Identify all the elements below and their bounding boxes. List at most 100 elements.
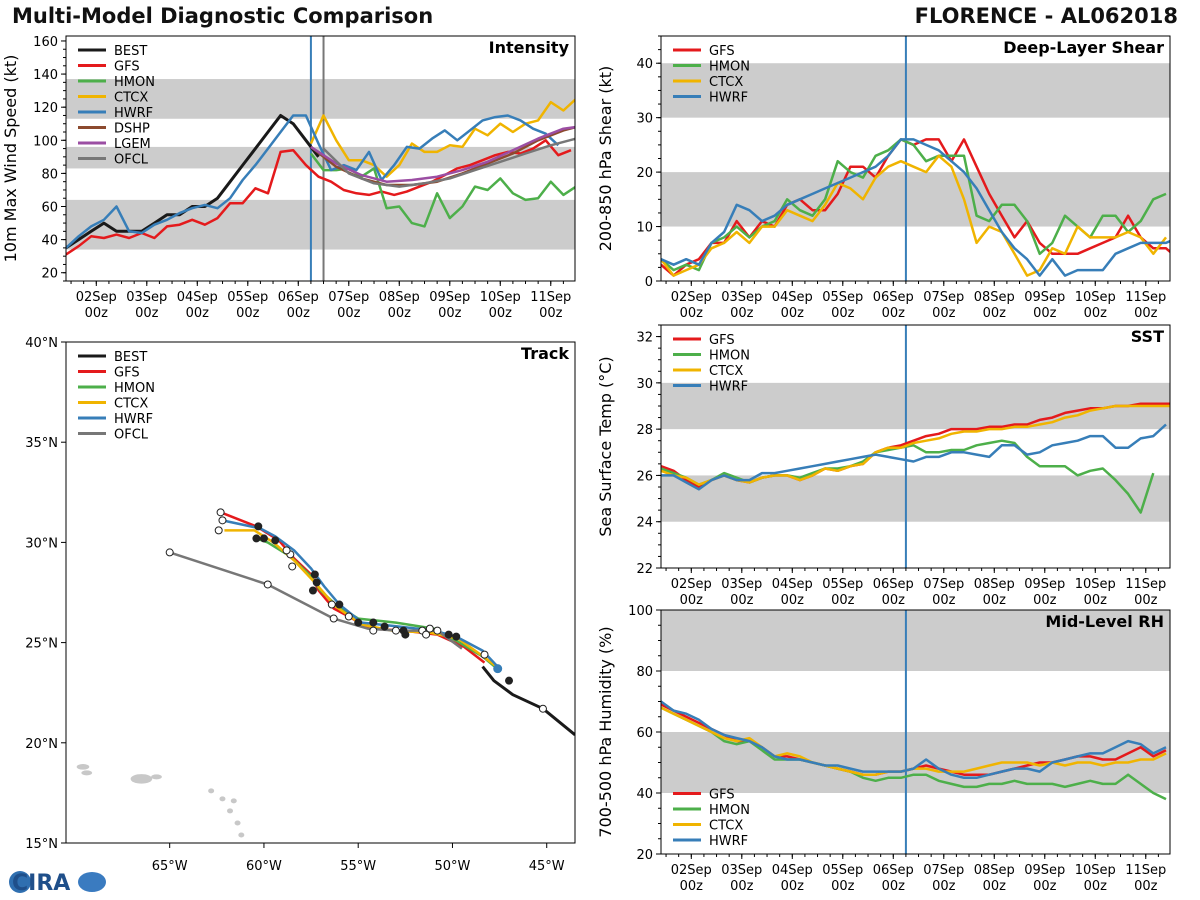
plot-area (661, 325, 1170, 568)
x-tick-label: 09Sep (1024, 863, 1065, 878)
y-axis-label: 200-850 hPa Shear (kt) (596, 66, 615, 252)
track-position-dot (271, 536, 280, 545)
legend-label-hwrf: HWRF (709, 834, 748, 849)
island-shape (151, 774, 162, 780)
track-position-dot (422, 630, 431, 639)
legend-label-lgem: LGEM (114, 137, 151, 152)
series-ctcx-line (661, 154, 1167, 277)
x-tick-label: 00z (983, 306, 1007, 321)
y-tick-label: 100 (33, 134, 58, 149)
series-hmon-line (661, 706, 1167, 801)
y-axis-label: 700-500 hPa Humidity (%) (596, 626, 615, 837)
main-title: Multi-Model Diagnostic Comparison (12, 4, 434, 28)
track-position-dot (263, 580, 272, 589)
x-tick-label: 00z (1033, 593, 1057, 608)
x-tick-label: 08Sep (974, 290, 1015, 305)
track-position-dot (433, 626, 442, 635)
legend-label-hwrf: HWRF (114, 106, 153, 121)
plot-area (661, 610, 1170, 854)
island-shape (76, 764, 90, 770)
track-position-dot (329, 614, 338, 623)
storm-title: FLORENCE - AL062018 (914, 4, 1178, 28)
x-tick-label: 09Sep (429, 290, 470, 305)
island-shape (234, 820, 241, 826)
legend-label-ctcx: CTCX (709, 819, 743, 834)
y-tick-label: 40 (636, 787, 653, 802)
x-tick-label: 02Sep (76, 290, 117, 305)
panel-sst: 22242628303202Sep00z03Sep00z04Sep00z05Se… (596, 324, 1171, 608)
x-tick-label: 00z (1084, 306, 1108, 321)
x-tick-label: 00z (781, 879, 805, 894)
legend-label-dshp: DSHP (114, 122, 150, 137)
track-position-dot (308, 586, 317, 595)
logo-text: CIRA (12, 871, 70, 896)
x-tick-label: 00z (680, 306, 704, 321)
x-tick-label: 00z (85, 306, 109, 321)
y-tick-label: 22 (636, 562, 653, 577)
legend-label-hmon: HMON (709, 349, 750, 364)
legend-label-gfs: GFS (114, 60, 140, 75)
track-position-dot (380, 622, 389, 631)
island-shape (130, 774, 153, 784)
x-tick-label: 07Sep (923, 863, 964, 878)
x-tick-label: 00z (135, 306, 159, 321)
legend-label-best: BEST (114, 44, 147, 59)
x-tick-label: 08Sep (379, 290, 420, 305)
x-tick-label: 00z (489, 306, 513, 321)
legend-label-ctcx: CTCX (114, 91, 148, 106)
legend-label-hwrf: HWRF (709, 91, 748, 106)
x-tick-label: 03Sep (126, 290, 167, 305)
panel-title: SST (1131, 327, 1164, 346)
series-best-line (481, 665, 575, 736)
legend-label-ctcx: CTCX (114, 397, 148, 412)
island-shape (208, 788, 215, 794)
x-tick-label: 50°W (435, 859, 471, 874)
island-shape (227, 808, 234, 814)
legend-label-ofcl: OFCL (114, 428, 149, 443)
y-tick-label: 20 (41, 267, 58, 282)
track-position-dot (312, 578, 321, 587)
legend-label-gfs: GFS (709, 44, 735, 59)
x-tick-label: 00z (1084, 593, 1108, 608)
x-tick-label: 00z (932, 593, 956, 608)
y-tick-label: 20 (636, 166, 653, 181)
track-position-dot (425, 624, 434, 633)
y-tick-label: 120 (33, 101, 58, 116)
island-shape (238, 832, 245, 838)
x-tick-label: 02Sep (671, 863, 712, 878)
x-tick-label: 06Sep (278, 290, 319, 305)
track-position-dot (538, 704, 547, 713)
y-tick-label: 15°N (25, 837, 58, 852)
x-tick-label: 11Sep (1125, 290, 1166, 305)
legend-label-best: BEST (114, 350, 147, 365)
track-position-dot (452, 632, 461, 641)
track-position-dot (444, 630, 453, 639)
y-tick-label: 140 (33, 68, 58, 83)
x-tick-label: 00z (983, 879, 1007, 894)
panel-rh: 2040608010002Sep00z03Sep00z04Sep00z05Sep… (596, 604, 1171, 894)
y-tick-label: 60 (636, 726, 653, 741)
island-shape (230, 798, 237, 804)
legend-label-hmon: HMON (709, 60, 750, 75)
x-tick-label: 00z (983, 593, 1007, 608)
y-axis-label: 10m Max Wind Speed (kt) (1, 55, 20, 263)
threshold-band (661, 382, 1170, 430)
y-tick-label: 40 (41, 234, 58, 249)
x-tick-label: 00z (1033, 306, 1057, 321)
panel-title: Deep-Layer Shear (1003, 38, 1164, 57)
x-tick-label: 03Sep (721, 577, 762, 592)
x-tick-label: 00z (680, 593, 704, 608)
legend-label-hmon: HMON (114, 75, 155, 90)
y-tick-label: 40 (636, 57, 653, 72)
legend-label-hmon: HMON (709, 803, 750, 818)
x-tick-label: 00z (932, 879, 956, 894)
panel-intensity: 2040608010012014016002Sep00z03Sep00z04Se… (1, 35, 576, 321)
x-tick-label: 04Sep (772, 577, 813, 592)
y-tick-label: 60 (41, 201, 58, 216)
y-tick-label: 25°N (25, 637, 58, 652)
x-tick-label: 11Sep (1125, 577, 1166, 592)
series-hwrf-line (66, 114, 560, 249)
legend-label-hmon: HMON (114, 381, 155, 396)
axes-frame (65, 35, 576, 282)
y-tick-label: 0 (645, 275, 653, 290)
